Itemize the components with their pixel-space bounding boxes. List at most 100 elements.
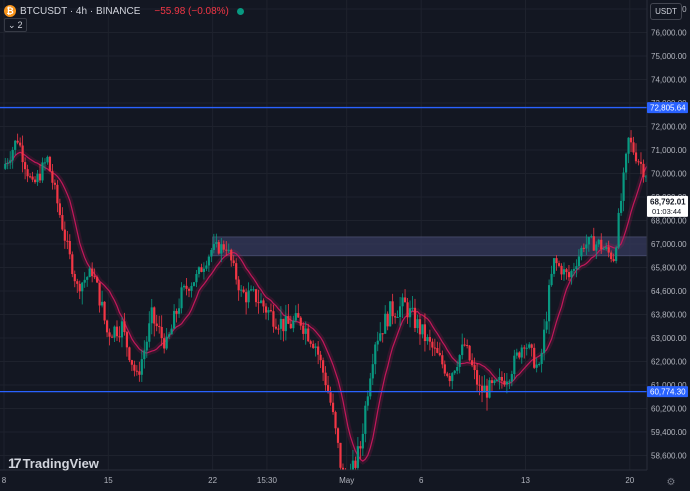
candle-body (580, 247, 583, 257)
candle-body (21, 145, 24, 163)
price-tick-label: 67,000.00 (651, 240, 687, 249)
level-price-badge (647, 102, 688, 114)
indicators-toggle[interactable]: ⌄ 2 (4, 18, 27, 32)
candle-body (324, 372, 327, 386)
candle-body (43, 162, 47, 164)
price-change: −55.98 (−0.08%) (154, 5, 229, 17)
time-tick-label: 15:30 (257, 476, 278, 485)
candle-body (642, 163, 645, 177)
candle-body (14, 140, 17, 150)
level-price-badge (647, 386, 688, 398)
candle-body (557, 263, 561, 266)
candle-body (31, 176, 34, 180)
candle-body (254, 289, 258, 303)
candle-body (371, 364, 374, 379)
candle-body (309, 341, 312, 344)
candle-body (48, 156, 52, 172)
candle-body (634, 152, 638, 162)
price-tick-label: 70,000.00 (651, 170, 687, 179)
candle-body (249, 289, 253, 291)
candle-body (528, 344, 531, 348)
candle-body (173, 310, 176, 329)
candle-body (252, 289, 255, 291)
candle-body (83, 279, 86, 283)
candle-body (624, 153, 628, 173)
candle-body (620, 200, 623, 213)
candle-body (110, 336, 114, 338)
currency-button[interactable]: USDT (650, 3, 682, 20)
candle-body (523, 347, 526, 349)
candle-body (331, 402, 335, 413)
candle-body (207, 256, 210, 266)
candle-body (33, 179, 37, 183)
candle-body (163, 338, 166, 349)
candle-body (595, 244, 598, 251)
candle-body (225, 249, 228, 251)
candle-body (150, 307, 153, 324)
candle-body (612, 259, 615, 262)
level-price-label: 72,805.64 (650, 104, 686, 113)
candle-body (418, 319, 422, 335)
candle-body (242, 289, 245, 293)
candle-body (610, 252, 613, 260)
candles-layer (4, 130, 690, 491)
candle-body (88, 268, 91, 278)
candle-body (192, 282, 196, 286)
candle-body (438, 352, 441, 356)
candle-body (103, 301, 106, 321)
levels-layer (0, 106, 647, 393)
candle-body (441, 355, 444, 365)
price-axis[interactable]: 77,000.0076,000.0075,000.0074,000.0073,0… (646, 0, 690, 491)
candle-body (572, 269, 576, 271)
candle-body (416, 319, 419, 329)
time-tick-label: 20 (625, 476, 634, 485)
candle-body (421, 324, 424, 335)
candle-body (135, 370, 138, 372)
candle-body (607, 247, 610, 253)
candle-body (590, 236, 593, 238)
candle-body (391, 301, 394, 317)
tradingview-mark-icon: 17 (8, 455, 22, 471)
candle-body (267, 310, 270, 313)
candle-body (458, 355, 461, 367)
candle-body (443, 364, 446, 374)
price-tick-label: 76,000.00 (651, 29, 687, 38)
candle-body (232, 260, 235, 264)
candle-body (86, 277, 89, 280)
candle-body (644, 176, 648, 178)
time-tick-label: May (339, 476, 354, 485)
candle-body (51, 171, 54, 183)
candle-body (600, 239, 603, 250)
candle-body (292, 320, 295, 329)
candle-body (279, 318, 282, 329)
candle-body (63, 229, 66, 241)
candle-body (187, 288, 191, 291)
candle-body (376, 340, 379, 345)
candle-body (322, 360, 325, 373)
time-tick-label: 22 (208, 476, 217, 485)
candle-body (269, 310, 273, 312)
price-tick-label: 72,000.00 (651, 123, 687, 132)
candle-body (138, 371, 141, 375)
candle-body (423, 324, 427, 342)
candle-body (577, 256, 580, 267)
market-status-icon (236, 7, 244, 15)
candle-body (108, 332, 111, 337)
candle-body (351, 460, 355, 474)
candle-body (257, 302, 260, 304)
candle-body (354, 460, 357, 468)
candle-body (262, 300, 265, 307)
symbol-header[interactable]: ₿ BTCUSDT · 4h · BINANCE −55.98 (−0.08%) (4, 3, 244, 19)
candle-body (637, 161, 640, 163)
candle-body (629, 137, 633, 143)
candle-body (56, 184, 59, 204)
candle-body (326, 385, 330, 393)
candle-body (478, 384, 481, 386)
time-tick-label: 13 (521, 476, 530, 485)
candle-body (334, 412, 337, 429)
candle-body (505, 381, 508, 385)
gear-icon[interactable]: ⚙ (666, 476, 676, 488)
candle-body (245, 292, 248, 303)
